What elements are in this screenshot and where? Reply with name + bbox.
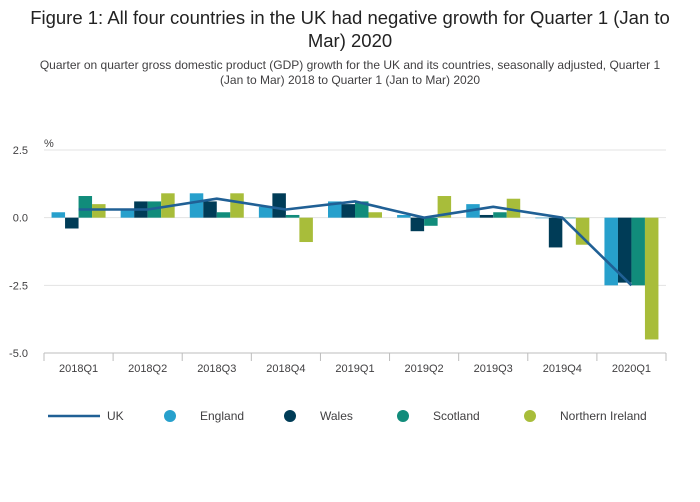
bar-northern-ireland bbox=[506, 198, 521, 218]
bar-northern-ireland bbox=[437, 196, 452, 218]
bar-northern-ireland bbox=[230, 193, 244, 218]
bar-scotland bbox=[493, 212, 507, 218]
bar-wales bbox=[272, 193, 286, 218]
legend-label-northern-ireland: Northern Ireland bbox=[560, 409, 647, 423]
bar-scotland bbox=[631, 217, 645, 286]
legend-label-scotland: Scotland bbox=[433, 409, 480, 423]
x-tick-label: 2019Q1 bbox=[335, 363, 374, 375]
legend: UK England Wales Scotland Northern Ireland bbox=[48, 409, 647, 423]
bar-northern-ireland bbox=[92, 204, 106, 218]
legend-swatch-england bbox=[164, 410, 176, 422]
x-tick-label: 2020Q1 bbox=[612, 363, 651, 375]
bar-scotland bbox=[562, 217, 576, 219]
bar-wales bbox=[65, 217, 79, 229]
chart-title: Figure 1: All four countries in the UK h… bbox=[30, 7, 670, 51]
y-tick-label: -5.0 bbox=[9, 348, 28, 360]
bar-wales bbox=[410, 217, 425, 232]
legend-label-england: England bbox=[200, 409, 244, 423]
bar-england bbox=[328, 201, 342, 218]
bar-england bbox=[51, 212, 66, 218]
bar-northern-ireland bbox=[299, 217, 313, 243]
bar-northern-ireland bbox=[575, 217, 590, 245]
legend-swatch-wales bbox=[284, 410, 296, 422]
bar-england bbox=[397, 214, 411, 218]
bar-england bbox=[120, 209, 135, 218]
bar-england bbox=[535, 217, 549, 219]
x-tick-label: 2018Q3 bbox=[197, 363, 236, 375]
bar-scotland bbox=[216, 212, 231, 218]
legend-swatch-northern-ireland bbox=[524, 410, 536, 422]
legend-swatch-scotland bbox=[397, 410, 409, 422]
bar-england bbox=[189, 193, 204, 218]
y-tick-label: 0.0 bbox=[13, 213, 28, 225]
x-tick-label: 2019Q3 bbox=[474, 363, 513, 375]
bar-northern-ireland bbox=[644, 217, 659, 340]
bar-scotland bbox=[78, 196, 93, 218]
x-tick-label: 2019Q4 bbox=[543, 363, 582, 375]
bar-wales bbox=[203, 201, 217, 218]
bar-scotland bbox=[285, 214, 300, 218]
bar-england bbox=[604, 217, 618, 286]
uk-line bbox=[78, 197, 633, 287]
x-tick-label: 2018Q1 bbox=[59, 363, 98, 375]
y-tick-label: 2.5 bbox=[13, 145, 28, 157]
x-tick-label: 2018Q2 bbox=[128, 363, 167, 375]
bar-scotland bbox=[355, 201, 369, 218]
axes: 2.5 0.0 -2.5 -5.0 2018Q1 2018Q2 2018Q3 2018Q4 20… bbox=[9, 145, 667, 375]
gridlines bbox=[44, 149, 666, 354]
x-tick-label: 2018Q4 bbox=[266, 363, 305, 375]
bar-wales bbox=[341, 204, 355, 218]
legend-label-wales: Wales bbox=[320, 409, 353, 423]
bar-england bbox=[258, 206, 273, 218]
chart-subtitle: Quarter on quarter gross domestic produc… bbox=[39, 58, 661, 87]
bar-wales bbox=[548, 217, 563, 248]
legend-label-uk: UK bbox=[107, 409, 124, 423]
bar-wales bbox=[479, 214, 494, 218]
bar-wales bbox=[617, 217, 632, 283]
bar-scotland bbox=[424, 217, 438, 226]
bar-northern-ireland bbox=[368, 212, 382, 218]
y-axis-unit-label: % bbox=[44, 138, 54, 150]
y-tick-label: -2.5 bbox=[9, 280, 28, 292]
uk-line-path bbox=[78, 197, 633, 287]
x-tick-label: 2019Q2 bbox=[405, 363, 444, 375]
bars bbox=[51, 193, 659, 340]
